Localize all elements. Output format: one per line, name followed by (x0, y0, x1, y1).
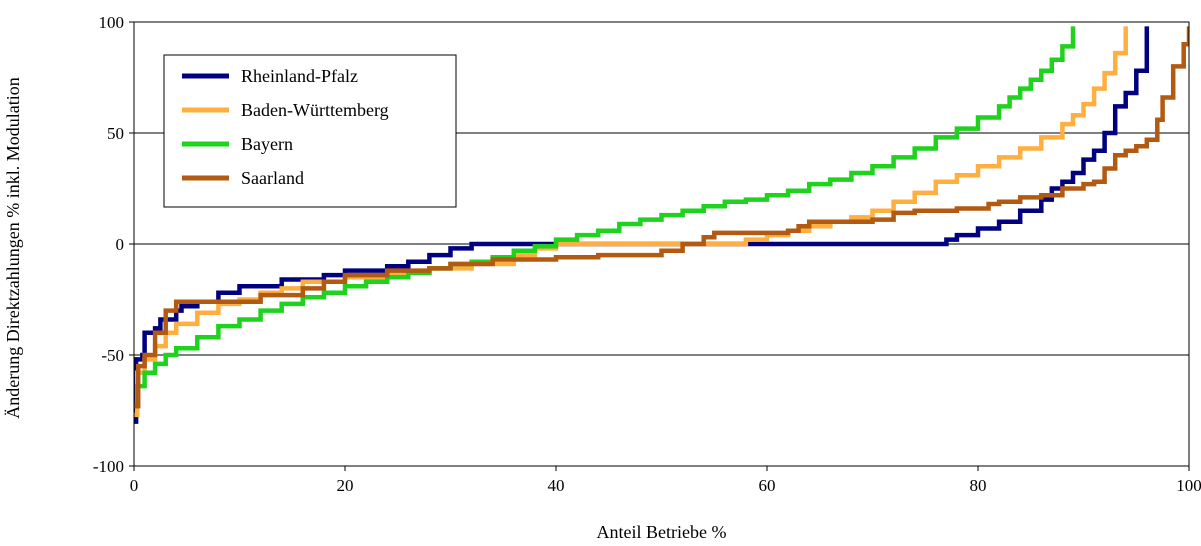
x-tick-label: 40 (548, 476, 565, 495)
y-tick-label: -50 (101, 346, 124, 365)
legend-item: Baden-Württemberg (182, 100, 389, 120)
series-line-rheinland-pfalz (134, 26, 1150, 424)
legend-label: Saarland (241, 168, 304, 188)
x-tick-label: 60 (759, 476, 776, 495)
legend-item: Saarland (182, 168, 304, 188)
legend-label: Rheinland-Pfalz (241, 66, 358, 86)
legend-box (163, 54, 457, 208)
x-axis-label: Anteil Betriebe % (597, 522, 727, 542)
legend-label: Baden-Württemberg (241, 100, 389, 120)
x-tick-label: 100 (1176, 476, 1201, 495)
legend-item: Bayern (182, 134, 293, 154)
y-tick-label: -100 (93, 457, 124, 476)
legend: Rheinland-Pfalz Baden-Württemberg Bayern Sa… (163, 54, 457, 208)
series-lines (134, 26, 1189, 424)
y-tick-label: 100 (99, 13, 125, 32)
series-line-saarland (134, 26, 1189, 409)
x-tick-label: 80 (970, 476, 987, 495)
x-tick-label: 20 (337, 476, 354, 495)
axis-ticks: -100 -50 0 50 100 0 20 40 60 80 100 (93, 13, 1201, 495)
y-tick-label: 0 (116, 235, 125, 254)
legend-label: Bayern (241, 134, 293, 154)
legend-item: Rheinland-Pfalz (182, 66, 358, 86)
y-tick-label: 50 (107, 124, 124, 143)
y-axis-label: Änderung Direktzahlungen % inkl. Modulat… (3, 77, 23, 418)
series-line-bayern (134, 26, 1076, 409)
x-tick-label: 0 (130, 476, 139, 495)
series-line-baden-w-rttemberg (134, 26, 1128, 418)
